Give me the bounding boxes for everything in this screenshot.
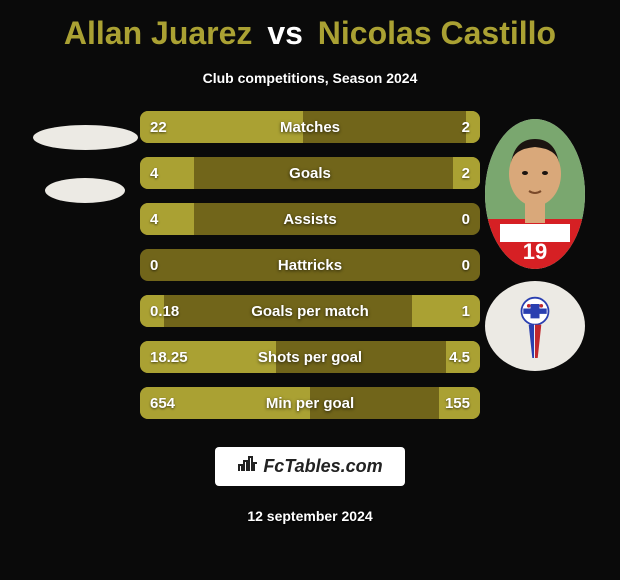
title-player2: Nicolas Castillo	[318, 15, 556, 51]
stat-value-left: 0	[150, 257, 158, 274]
stat-value-right: 155	[445, 395, 470, 412]
chart-icon	[237, 455, 257, 478]
stat-value-left: 4	[150, 165, 158, 182]
stat-label: Matches	[280, 119, 340, 136]
stat-label: Assists	[283, 211, 336, 228]
stat-value-left: 0.18	[150, 303, 179, 320]
title-player1: Allan Juarez	[64, 15, 253, 51]
stat-value-right: 2	[462, 165, 470, 182]
club-crest-icon	[500, 295, 570, 358]
right-player-avatar: 19	[485, 119, 585, 269]
left-column	[30, 111, 140, 203]
comparison-body: 22 Matches 2 4 Goals 2 4 Assists 0 0 Hattricks 0 0.1…	[0, 111, 620, 419]
left-player-avatar	[33, 125, 138, 150]
stat-value-right: 2	[462, 119, 470, 136]
stat-row: 654 Min per goal 155	[140, 387, 480, 419]
stat-row: 4 Assists 0	[140, 203, 480, 235]
stat-row: 0 Hattricks 0	[140, 249, 480, 281]
title-vs: vs	[267, 15, 303, 51]
stat-row: 4 Goals 2	[140, 157, 480, 189]
stat-label: Hattricks	[278, 257, 342, 274]
page-title: Allan Juarez vs Nicolas Castillo	[64, 15, 556, 52]
stat-label: Shots per goal	[258, 349, 362, 366]
branding-badge: FcTables.com	[215, 447, 404, 486]
stat-value-left: 4	[150, 211, 158, 228]
stat-fill-left	[140, 157, 194, 189]
subtitle: Club competitions, Season 2024	[203, 70, 418, 86]
jersey-number: 19	[523, 239, 547, 264]
right-column: 19	[480, 111, 590, 371]
stat-fill-left	[140, 203, 194, 235]
left-club-logo	[45, 178, 125, 203]
stat-value-right: 1	[462, 303, 470, 320]
stat-label: Goals per match	[251, 303, 369, 320]
stat-value-left: 22	[150, 119, 167, 136]
stat-value-right: 4.5	[449, 349, 470, 366]
stat-row: 0.18 Goals per match 1	[140, 295, 480, 327]
stat-label: Min per goal	[266, 395, 354, 412]
stat-label: Goals	[289, 165, 331, 182]
stat-row: 18.25 Shots per goal 4.5	[140, 341, 480, 373]
date-label: 12 september 2024	[247, 508, 372, 524]
stat-value-right: 0	[462, 257, 470, 274]
stat-value-left: 18.25	[150, 349, 188, 366]
player-portrait-icon: 19	[485, 119, 585, 269]
branding-text: FcTables.com	[263, 456, 382, 477]
right-club-logo	[485, 281, 585, 371]
stat-row: 22 Matches 2	[140, 111, 480, 143]
stats-table: 22 Matches 2 4 Goals 2 4 Assists 0 0 Hattricks 0 0.1…	[140, 111, 480, 419]
stat-value-right: 0	[462, 211, 470, 228]
stat-value-left: 654	[150, 395, 175, 412]
